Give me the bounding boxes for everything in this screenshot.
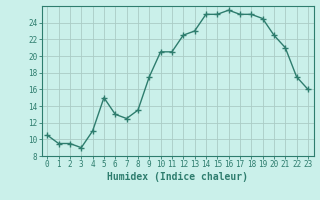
X-axis label: Humidex (Indice chaleur): Humidex (Indice chaleur) — [107, 172, 248, 182]
